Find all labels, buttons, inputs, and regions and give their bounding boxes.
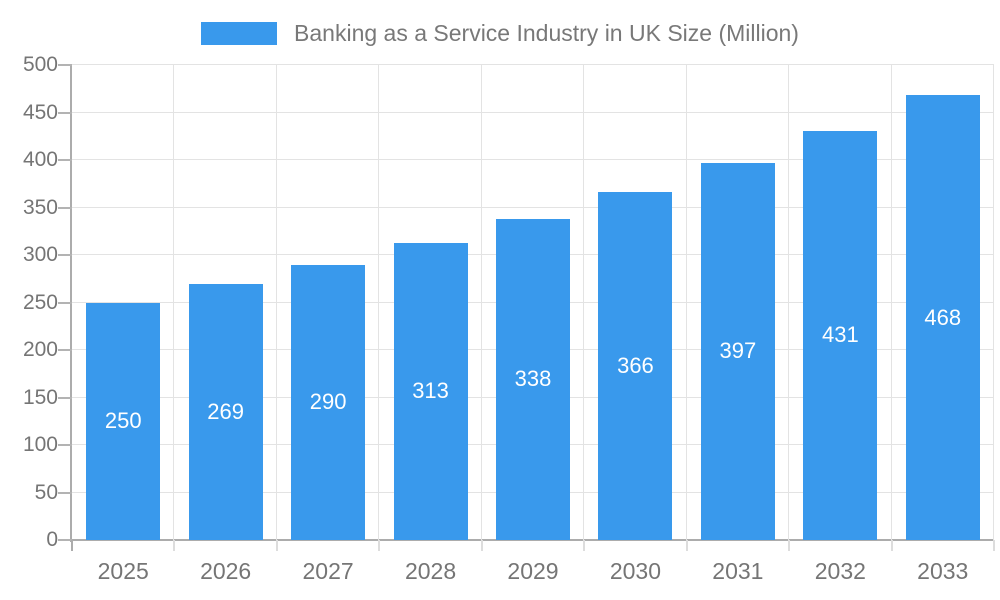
legend-label: Banking as a Service Industry in UK Size…	[294, 20, 799, 46]
x-tick-label: 2028	[404, 558, 457, 584]
x-tick-label: 2026	[200, 558, 252, 584]
y-tick-label: 0	[46, 528, 58, 551]
x-tick-mark	[685, 540, 688, 551]
legend-swatch-icon	[201, 21, 278, 45]
bar: 468	[905, 95, 980, 540]
bar: 431	[803, 130, 878, 540]
y-tick-label: 400	[22, 148, 58, 171]
bar: 366	[598, 192, 673, 540]
bar-value-label: 468	[924, 304, 962, 330]
v-gridline	[788, 65, 790, 540]
y-tick-mark	[58, 539, 72, 541]
y-tick-label: 50	[34, 480, 58, 504]
x-tick-mark	[71, 540, 73, 551]
x-tick-label: 2029	[507, 558, 559, 584]
y-tick-label: 350	[22, 195, 58, 219]
x-tick-label: 2033	[917, 558, 969, 584]
v-gridline	[993, 65, 994, 540]
x-axis-line	[70, 539, 994, 541]
bar-value-label: 397	[719, 338, 757, 364]
x-tick-label: 2032	[814, 558, 866, 584]
v-gridline	[378, 65, 380, 540]
x-tick-mark	[583, 540, 586, 551]
y-tick-mark	[58, 64, 72, 66]
h-gridline	[72, 159, 994, 160]
bar-value-label: 290	[309, 389, 347, 415]
y-tick-mark	[58, 206, 72, 209]
y-tick-label: 250	[22, 290, 58, 314]
x-tick-mark	[993, 540, 995, 551]
x-tick-mark	[890, 540, 893, 551]
v-gridline	[890, 65, 892, 540]
x-tick-label: 2030	[609, 558, 662, 584]
bar-value-label: 269	[207, 399, 245, 425]
y-tick-mark	[58, 349, 72, 351]
y-tick-label: 100	[22, 433, 58, 456]
legend-item[interactable]: Banking as a Service Industry in UK Size…	[0, 16, 1000, 50]
bar: 338	[496, 218, 570, 540]
x-tick-label: 2025	[97, 558, 149, 584]
y-tick-mark	[58, 111, 72, 114]
y-tick-label: 150	[22, 385, 58, 409]
y-tick-label: 300	[22, 243, 58, 266]
x-tick-mark	[173, 540, 176, 551]
v-gridline	[480, 65, 482, 540]
y-tick-mark	[58, 444, 72, 446]
bar-value-label: 313	[412, 378, 449, 404]
bar: 250	[86, 302, 161, 540]
bar: 313	[393, 242, 468, 540]
x-tick-mark	[378, 540, 381, 551]
bar-value-label: 250	[104, 408, 142, 434]
y-tick-label: 450	[22, 100, 58, 124]
bar: 269	[188, 284, 263, 540]
x-tick-label: 2027	[302, 558, 354, 584]
v-gridline	[685, 65, 687, 540]
y-tick-mark	[58, 159, 72, 161]
h-gridline	[72, 64, 994, 65]
v-gridline	[173, 65, 175, 540]
bar: 290	[291, 264, 366, 540]
v-gridline	[275, 65, 277, 540]
bar-value-label: 338	[514, 366, 552, 392]
y-axis-line	[70, 65, 72, 542]
x-tick-label: 2031	[712, 558, 764, 584]
y-tick-mark	[58, 301, 72, 304]
y-tick-mark	[58, 254, 72, 256]
y-tick-label: 500	[22, 53, 58, 76]
v-gridline	[583, 65, 585, 540]
y-tick-label: 200	[22, 338, 58, 361]
y-tick-mark	[58, 396, 72, 399]
y-tick-mark	[58, 491, 72, 494]
h-gridline	[72, 206, 994, 208]
bar-value-label: 431	[821, 322, 859, 348]
plot-area: 250 269 290 313 338 366 397 431 468	[72, 64, 994, 540]
x-tick-mark	[275, 540, 278, 551]
x-tick-mark	[788, 540, 791, 551]
bar: 397	[700, 162, 775, 540]
h-gridline	[72, 111, 994, 113]
x-tick-mark	[480, 540, 483, 551]
bar-value-label: 366	[617, 353, 654, 379]
